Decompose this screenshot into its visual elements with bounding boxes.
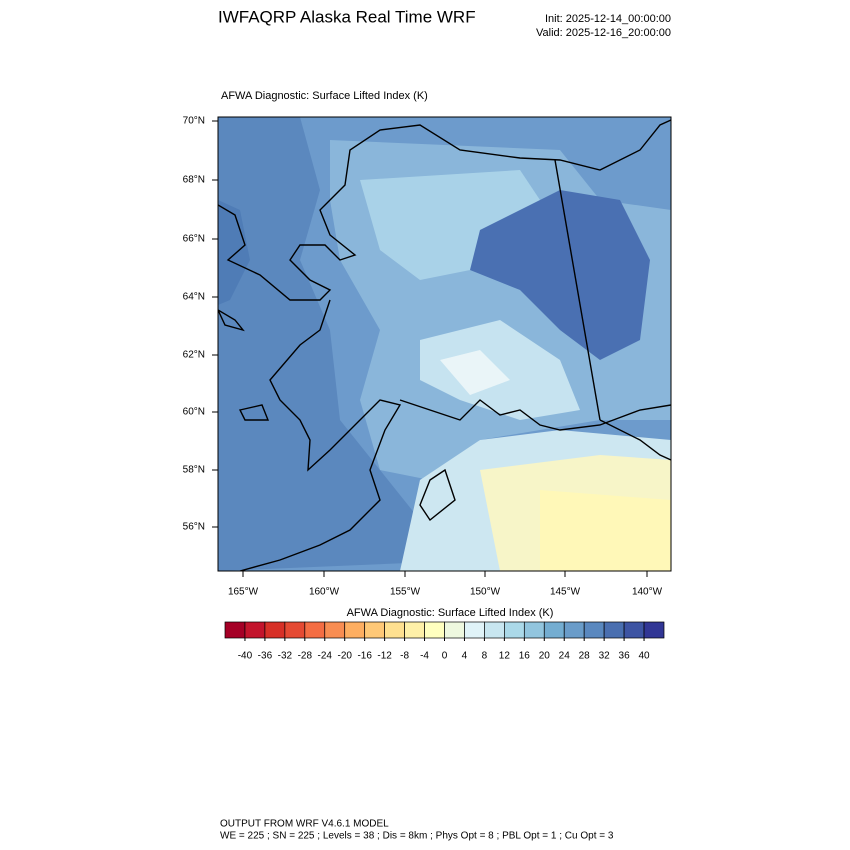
colorbar-box [424,621,445,639]
colorbar-tick-label: 16 [519,651,531,662]
colorbar-box [623,621,645,639]
colorbar-box [444,621,465,639]
colorbar-tick-label: -12 [377,651,392,662]
lon-label: 145°W [550,587,581,598]
colorbar-tick-label: -28 [298,651,313,662]
colorbar-tick-label: 40 [638,651,650,662]
colorbar-tick-label: 36 [619,651,631,662]
colorbar-tick-label: -36 [258,651,273,662]
colorbar-box [464,621,485,639]
colorbar-box [304,621,326,639]
colorbar-box [583,621,605,639]
lat-label: 66°N [183,234,205,245]
lat-label: 58°N [183,465,205,476]
lat-label: 56°N [183,522,205,533]
colorbar-tick-label: 0 [442,651,448,662]
colorbar-tick-label: -24 [318,651,333,662]
title: IWFAQRP Alaska Real Time WRF [218,7,476,26]
colorbar-tick-label: 4 [462,651,468,662]
colorbar-box [264,621,286,639]
colorbar-tick-label: 20 [539,651,551,662]
lon-label: 165°W [228,587,259,598]
colorbar-tick-label: 24 [559,651,571,662]
footer-line: OUTPUT FROM WRF V4.6.1 MODEL [220,819,389,830]
map-title: AFWA Diagnostic: Surface Lifted Index (K… [221,90,428,102]
lat-label: 70°N [183,116,205,127]
colorbar-box [244,621,266,639]
colorbar-box [563,621,585,639]
colorbar-tick-label: -20 [338,651,353,662]
lat-label: 64°N [183,292,205,303]
colorbar-tick-label: 28 [579,651,591,662]
colorbar-box [324,621,346,639]
colorbar-box [543,621,565,639]
colorbar-box [364,621,385,639]
colorbar-box [504,621,525,639]
colorbar-tick-label: -4 [420,651,429,662]
colorbar-box [284,621,306,639]
lat-label: 62°N [183,350,205,361]
map [218,117,671,571]
colorbar-tick-label: 32 [599,651,611,662]
colorbar-box [384,621,405,639]
lon-label: 155°W [390,587,421,598]
lon-label: 140°W [632,587,663,598]
colorbar-tick-label: -8 [400,651,409,662]
colorbar-box [224,621,246,639]
lon-label: 160°W [309,587,340,598]
colorbar-tick-label: -40 [238,651,253,662]
init-time: Init: 2025-12-14_00:00:00 [545,13,671,25]
colorbar-box [344,621,366,639]
colorbar-tick-label: -32 [278,651,293,662]
colorbar-box [643,621,665,639]
colorbar-box [603,621,625,639]
colorbar-tick-label: 12 [499,651,511,662]
colorbar-tick-label: -16 [357,651,372,662]
colorbar-title: AFWA Diagnostic: Surface Lifted Index (K… [347,607,554,619]
lon-label: 150°W [470,587,501,598]
colorbar-box [484,621,505,639]
lat-label: 68°N [183,175,205,186]
footer-line: WE = 225 ; SN = 225 ; Levels = 38 ; Dis … [220,831,614,842]
colorbar-box [523,621,545,639]
map-frame [217,116,672,572]
colorbar-tick-label: 8 [482,651,488,662]
lat-label: 60°N [183,407,205,418]
colorbar-box [404,621,425,639]
valid-time: Valid: 2025-12-16_20:00:00 [536,27,671,39]
